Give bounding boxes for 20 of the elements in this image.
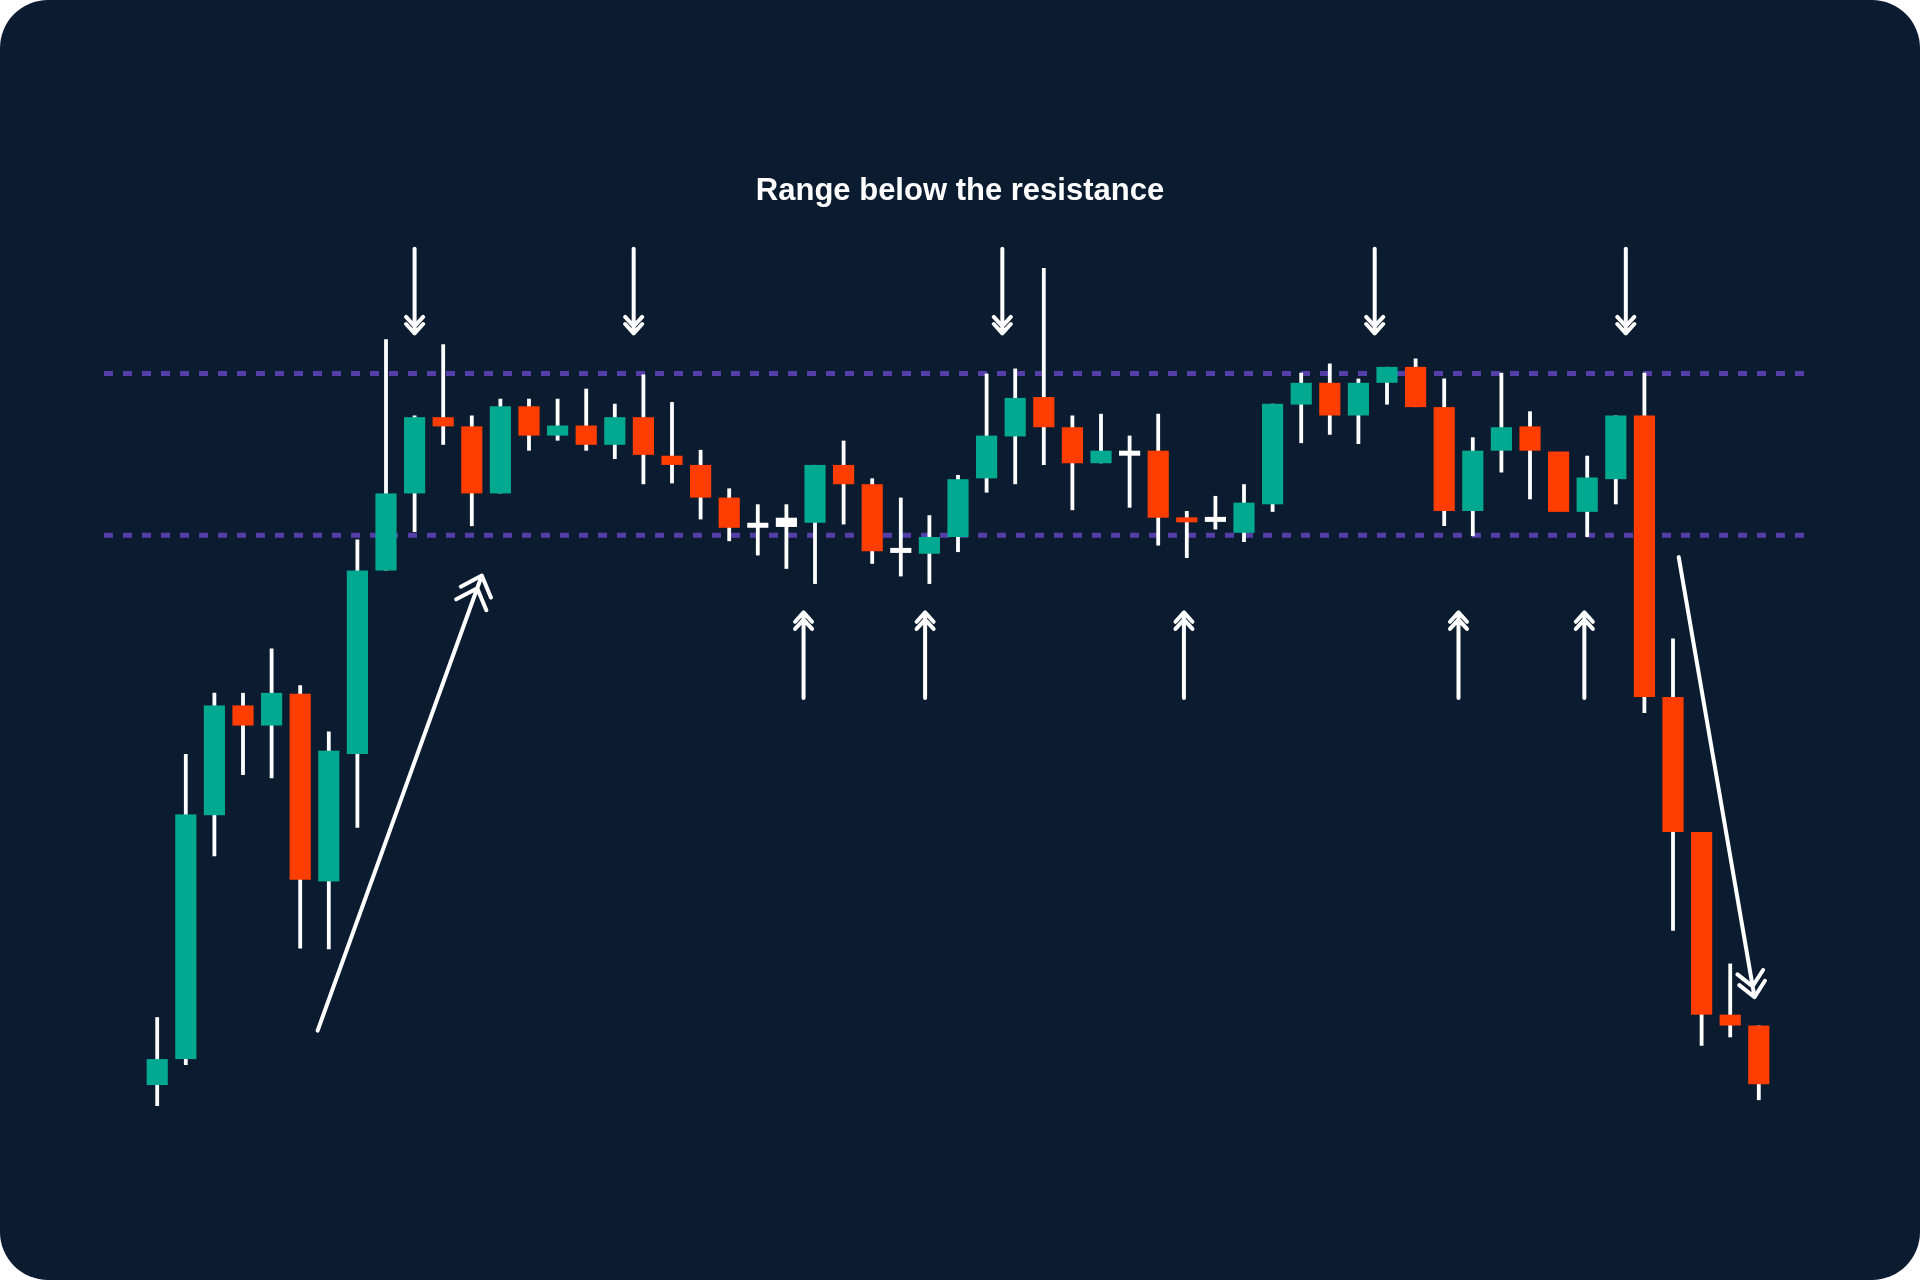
candlestick — [1290, 372, 1312, 444]
candlestick — [1376, 366, 1398, 405]
candlestick — [575, 388, 597, 451]
chart-title: Range below the resistance — [755, 172, 1165, 207]
candlestick — [661, 402, 683, 484]
candlestick — [1719, 963, 1741, 1038]
candlestick — [747, 504, 769, 556]
candlestick — [432, 344, 454, 445]
candlestick — [547, 398, 569, 441]
candlestick — [833, 440, 855, 525]
candlestick — [918, 515, 940, 584]
candlestick — [1204, 495, 1226, 530]
candlestick — [890, 497, 912, 577]
candlestick — [1119, 435, 1141, 508]
candlestick — [1490, 372, 1512, 473]
candlestick — [1176, 511, 1198, 558]
candlestick — [232, 692, 254, 775]
candlestick — [775, 504, 797, 569]
candlestick — [1548, 451, 1570, 512]
candlestick — [1090, 413, 1112, 464]
